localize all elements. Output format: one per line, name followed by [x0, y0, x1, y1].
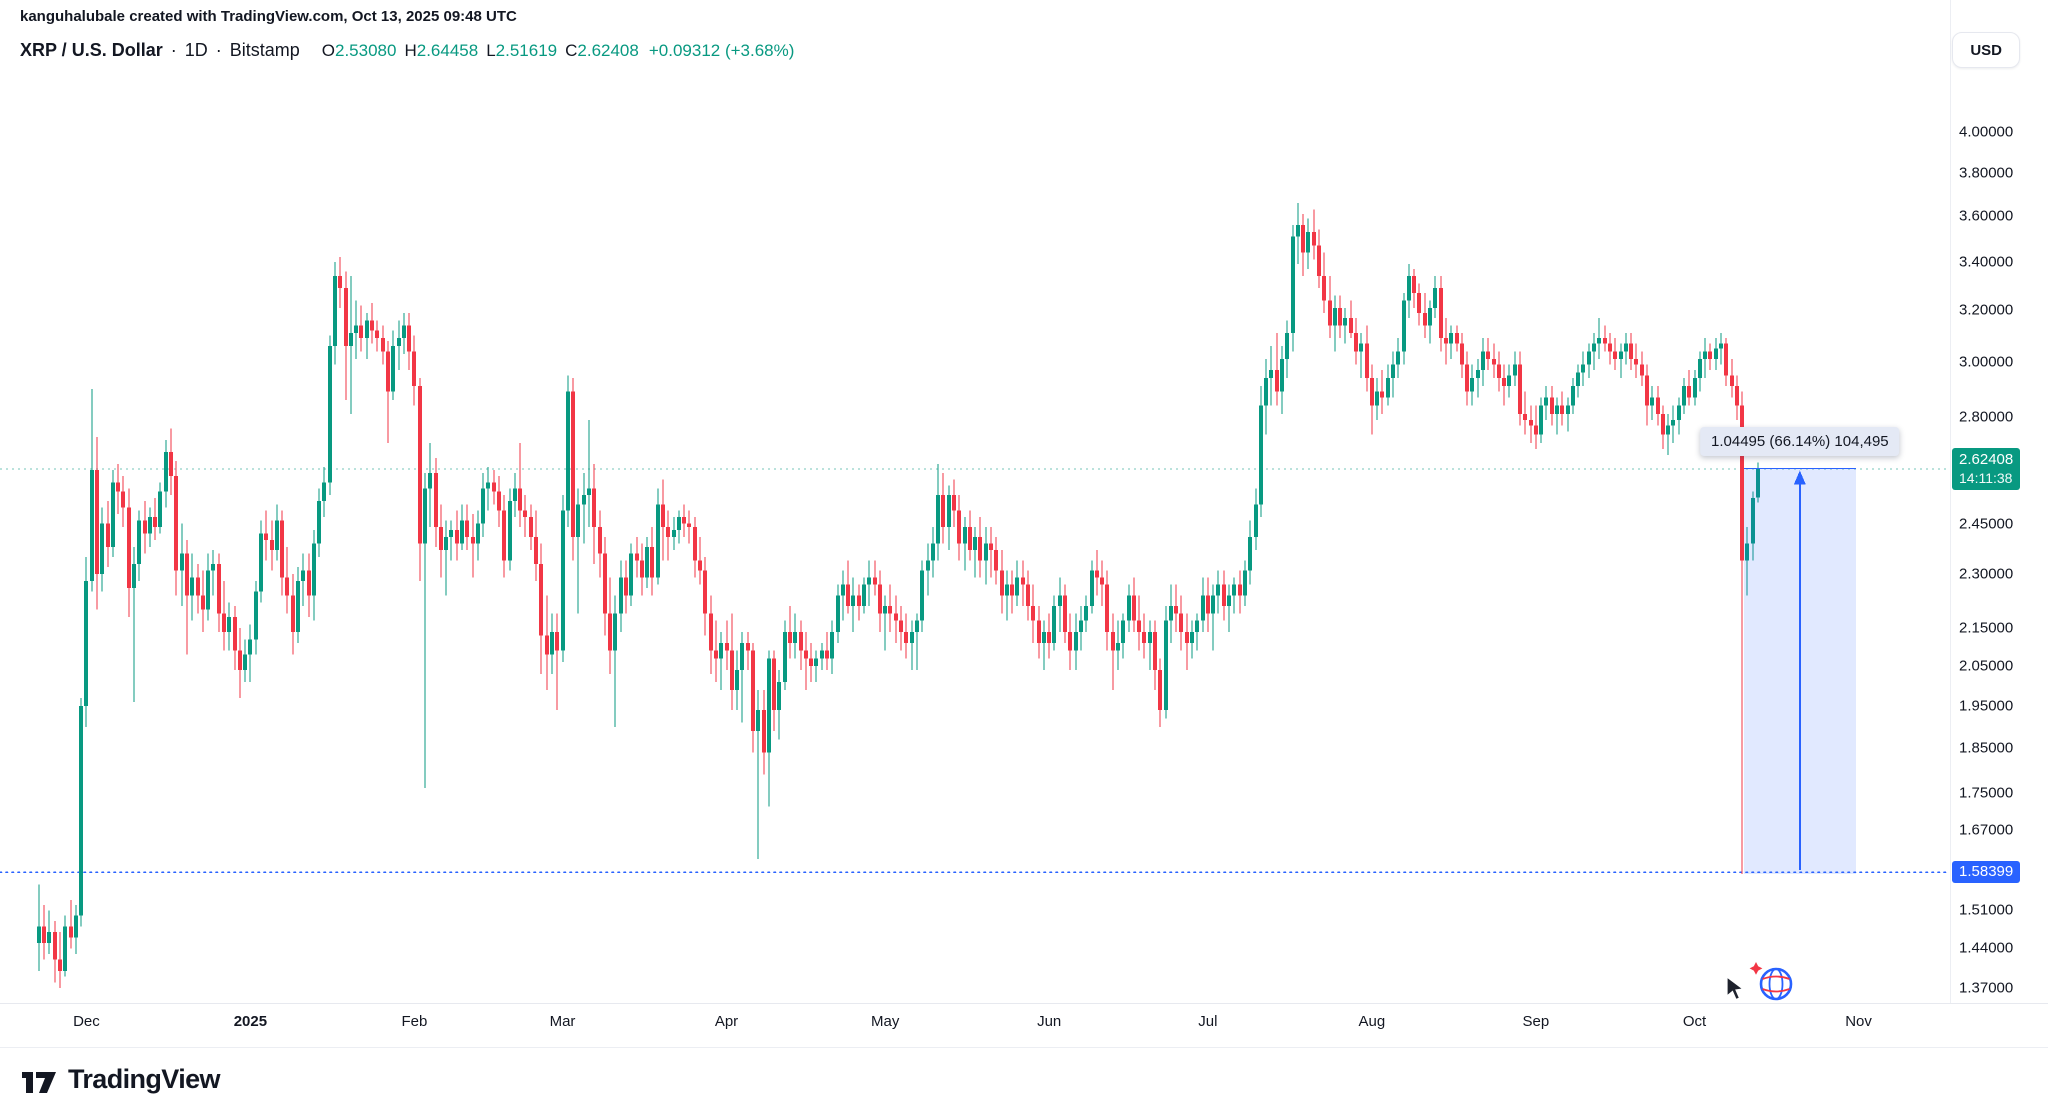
price-axis-label: 1.51000 [1959, 901, 2014, 919]
price-axis-label: 3.00000 [1959, 353, 2014, 371]
time-axis-label: Apr [714, 1013, 739, 1030]
open-label: O [321, 40, 335, 60]
tradingview-logo-icon [22, 1072, 56, 1093]
time-axis-label: Aug [1358, 1013, 1386, 1030]
change-value: +0.09312 (+3.68%) [648, 40, 795, 60]
price-axis-label: 4.00000 [1959, 123, 2014, 141]
separator-dot: · [215, 40, 222, 60]
level-price-badge[interactable]: 1.58399 [1952, 861, 2021, 884]
price-axis-label: 1.44000 [1959, 939, 2014, 957]
symbol-header: XRP / U.S. Dollar · 1D · Bitstamp O 2.53… [20, 40, 794, 61]
price-axis-label: 2.30000 [1959, 565, 2014, 583]
currency-button[interactable]: USD [1952, 32, 2020, 68]
price-axis-label: 2.80000 [1959, 408, 2014, 426]
time-axis-label: Nov [1845, 1013, 1872, 1030]
time-axis-label: Oct [1682, 1013, 1707, 1030]
tradingview-logo-text: TradingView [68, 1063, 221, 1094]
price-axis[interactable]: 4.00000 3.80000 3.60000 3.40000 3.20000 3.000… [1950, 0, 2048, 1003]
time-axis-label: May [871, 1013, 900, 1030]
high-label: H [404, 40, 417, 60]
price-axis-label: 3.60000 [1959, 207, 2014, 225]
globe-sticker-icon [1749, 962, 1793, 1001]
price-axis-label: 1.85000 [1959, 739, 2014, 757]
tradingview-logo[interactable]: TradingView [20, 1063, 221, 1095]
price-axis-label: 3.20000 [1959, 301, 2014, 319]
close-label: C [565, 40, 578, 60]
separator-dot: · [170, 40, 177, 60]
low-label: L [486, 40, 496, 60]
price-axis-label: 2.05000 [1959, 657, 2014, 675]
price-axis-label: 3.80000 [1959, 164, 2014, 182]
bar-close-countdown: 14:11:38 [1959, 469, 2013, 486]
interval-label[interactable]: 1D [184, 40, 208, 60]
time-axis-label: Jul [1198, 1013, 1218, 1030]
mouse-cursor-icon [1726, 976, 1745, 1001]
symbol-title[interactable]: XRP / U.S. Dollar [20, 40, 163, 60]
price-axis-label: 2.15000 [1959, 619, 2014, 637]
time-axis-label: Feb [401, 1013, 428, 1030]
open-value: 2.53080 [335, 40, 397, 60]
price-axis-label: 1.67000 [1959, 821, 2014, 839]
time-axis-label: Dec [73, 1013, 100, 1030]
last-price-value: 2.62408 [1959, 450, 2014, 468]
measurement-label[interactable]: 1.04495 (66.14%) 104,495 [1700, 426, 1900, 456]
low-value: 2.51619 [495, 40, 558, 60]
time-axis-label: Sep [1522, 1013, 1550, 1030]
ohlc-readout: O 2.53080 H 2.64458 L 2.51619 C 2.62408 [314, 41, 639, 61]
footer-bar: TradingView [0, 1047, 2048, 1110]
high-value: 2.64458 [416, 40, 479, 60]
last-price-badge: 2.62408 14:11:38 [1952, 447, 2021, 490]
time-axis-label: Jun [1037, 1013, 1062, 1030]
time-axis[interactable]: Dec 2025 Feb Mar Apr May Jun Jul Aug Sep Oct Nov [0, 1003, 2048, 1047]
price-axis-label: 2.45000 [1959, 515, 2014, 533]
price-axis-label: 1.37000 [1959, 979, 2014, 997]
price-axis-label: 3.40000 [1959, 253, 2014, 271]
time-axis-label: 2025 [233, 1013, 268, 1030]
price-axis-label: 1.75000 [1959, 784, 2014, 802]
time-axis-label: Mar [549, 1013, 576, 1030]
attribution-text: kanguhalubale created with TradingView.c… [20, 8, 517, 25]
close-value: 2.62408 [577, 40, 639, 60]
price-axis-label: 1.95000 [1959, 697, 2014, 715]
exchange-label[interactable]: Bitstamp [229, 40, 300, 60]
